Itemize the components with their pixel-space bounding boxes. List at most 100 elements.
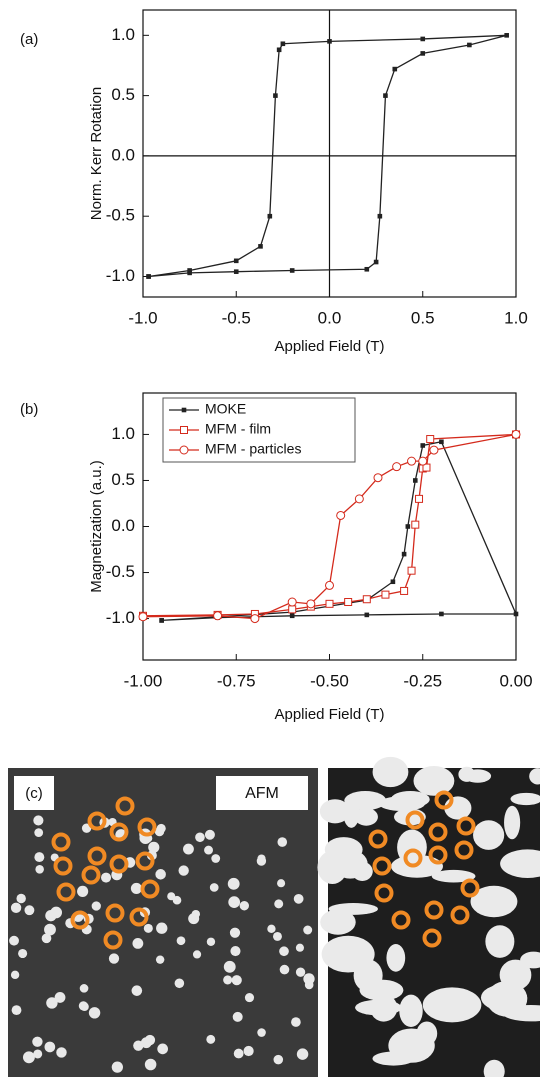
particle (233, 1048, 244, 1059)
particle (204, 829, 215, 840)
panel-label: (a) (20, 31, 38, 48)
highlight-ring (434, 790, 454, 810)
series-line (148, 34, 507, 278)
particle (132, 937, 144, 949)
highlight-ring (109, 822, 129, 842)
particle (91, 901, 101, 911)
domain (378, 796, 426, 812)
domain (520, 951, 540, 969)
domain (317, 850, 348, 884)
marker (146, 274, 151, 279)
particle (228, 896, 241, 909)
particle (304, 980, 314, 990)
marker (258, 244, 263, 249)
marker (467, 42, 472, 48)
y-tick-label: -0.5 (106, 206, 135, 225)
particle (148, 841, 160, 853)
x-tick-label: 0.00 (499, 671, 532, 690)
highlight-ring (368, 829, 388, 849)
domain (510, 792, 540, 806)
marker (418, 456, 428, 466)
marker (288, 605, 297, 614)
particle (223, 960, 236, 973)
marker (187, 268, 192, 273)
particle (227, 877, 240, 890)
y-tick-label: 0.0 (111, 516, 135, 535)
highlight-ring (115, 796, 135, 816)
particle (35, 865, 44, 874)
highlight-ring (374, 883, 394, 903)
marker (401, 551, 407, 557)
marker (511, 429, 521, 439)
marker (392, 66, 398, 72)
particle (143, 923, 153, 933)
highlight-ring (53, 856, 73, 876)
marker (405, 524, 411, 529)
domain (399, 994, 423, 1027)
particle (88, 1007, 101, 1019)
legend-box (162, 397, 356, 463)
particle (223, 975, 233, 985)
particle (174, 978, 185, 989)
y-tick-label: 0.0 (111, 145, 135, 164)
particle (11, 1005, 22, 1016)
x-tick-label: 0.5 (411, 308, 435, 327)
particle (231, 975, 242, 986)
x-tick-label: 1.0 (504, 308, 528, 327)
marker (415, 494, 424, 503)
particle (243, 1045, 254, 1057)
marker (364, 612, 370, 618)
marker (306, 599, 316, 609)
marker (233, 258, 239, 264)
particle (167, 892, 176, 901)
y-tick-label: 1.0 (111, 25, 135, 44)
particle (77, 885, 89, 897)
marker (426, 435, 435, 444)
marker (276, 47, 282, 53)
highlight-ring (140, 879, 160, 899)
particle (131, 985, 143, 996)
x-tick-label: -0.50 (310, 671, 349, 690)
domain (470, 885, 518, 918)
marker (439, 611, 444, 617)
marker (233, 269, 239, 274)
particle (41, 933, 52, 944)
particle (10, 970, 20, 980)
marker (411, 520, 420, 529)
particle (140, 1037, 152, 1049)
x-tick-label: -0.75 (217, 671, 256, 690)
marker (267, 213, 273, 219)
marker (400, 586, 409, 595)
highlight-ring (454, 840, 474, 860)
marker (138, 612, 148, 622)
marker (325, 580, 334, 590)
particle (229, 927, 241, 938)
marker (364, 266, 370, 272)
marker (420, 51, 426, 56)
particle (79, 984, 89, 993)
x-tick-label: -1.00 (124, 671, 163, 690)
marker (390, 579, 396, 585)
particle (46, 997, 58, 1009)
highlight-ring (422, 928, 442, 948)
marker (250, 614, 260, 624)
particle (10, 902, 22, 913)
particle (22, 1051, 35, 1064)
particle (154, 826, 165, 837)
particle (44, 923, 56, 936)
highlight-ring (460, 878, 480, 898)
particle (230, 945, 241, 957)
particle (111, 1061, 123, 1073)
domain (355, 999, 402, 1016)
domain (473, 820, 505, 850)
domain (480, 984, 528, 1011)
particle (291, 1017, 301, 1027)
highlight-ring (56, 882, 76, 902)
particle (54, 992, 66, 1003)
domain (319, 799, 351, 824)
particle (78, 1001, 88, 1011)
marker (439, 439, 444, 445)
highlight-ring (456, 816, 476, 836)
particle (156, 922, 168, 934)
particle (195, 832, 205, 843)
